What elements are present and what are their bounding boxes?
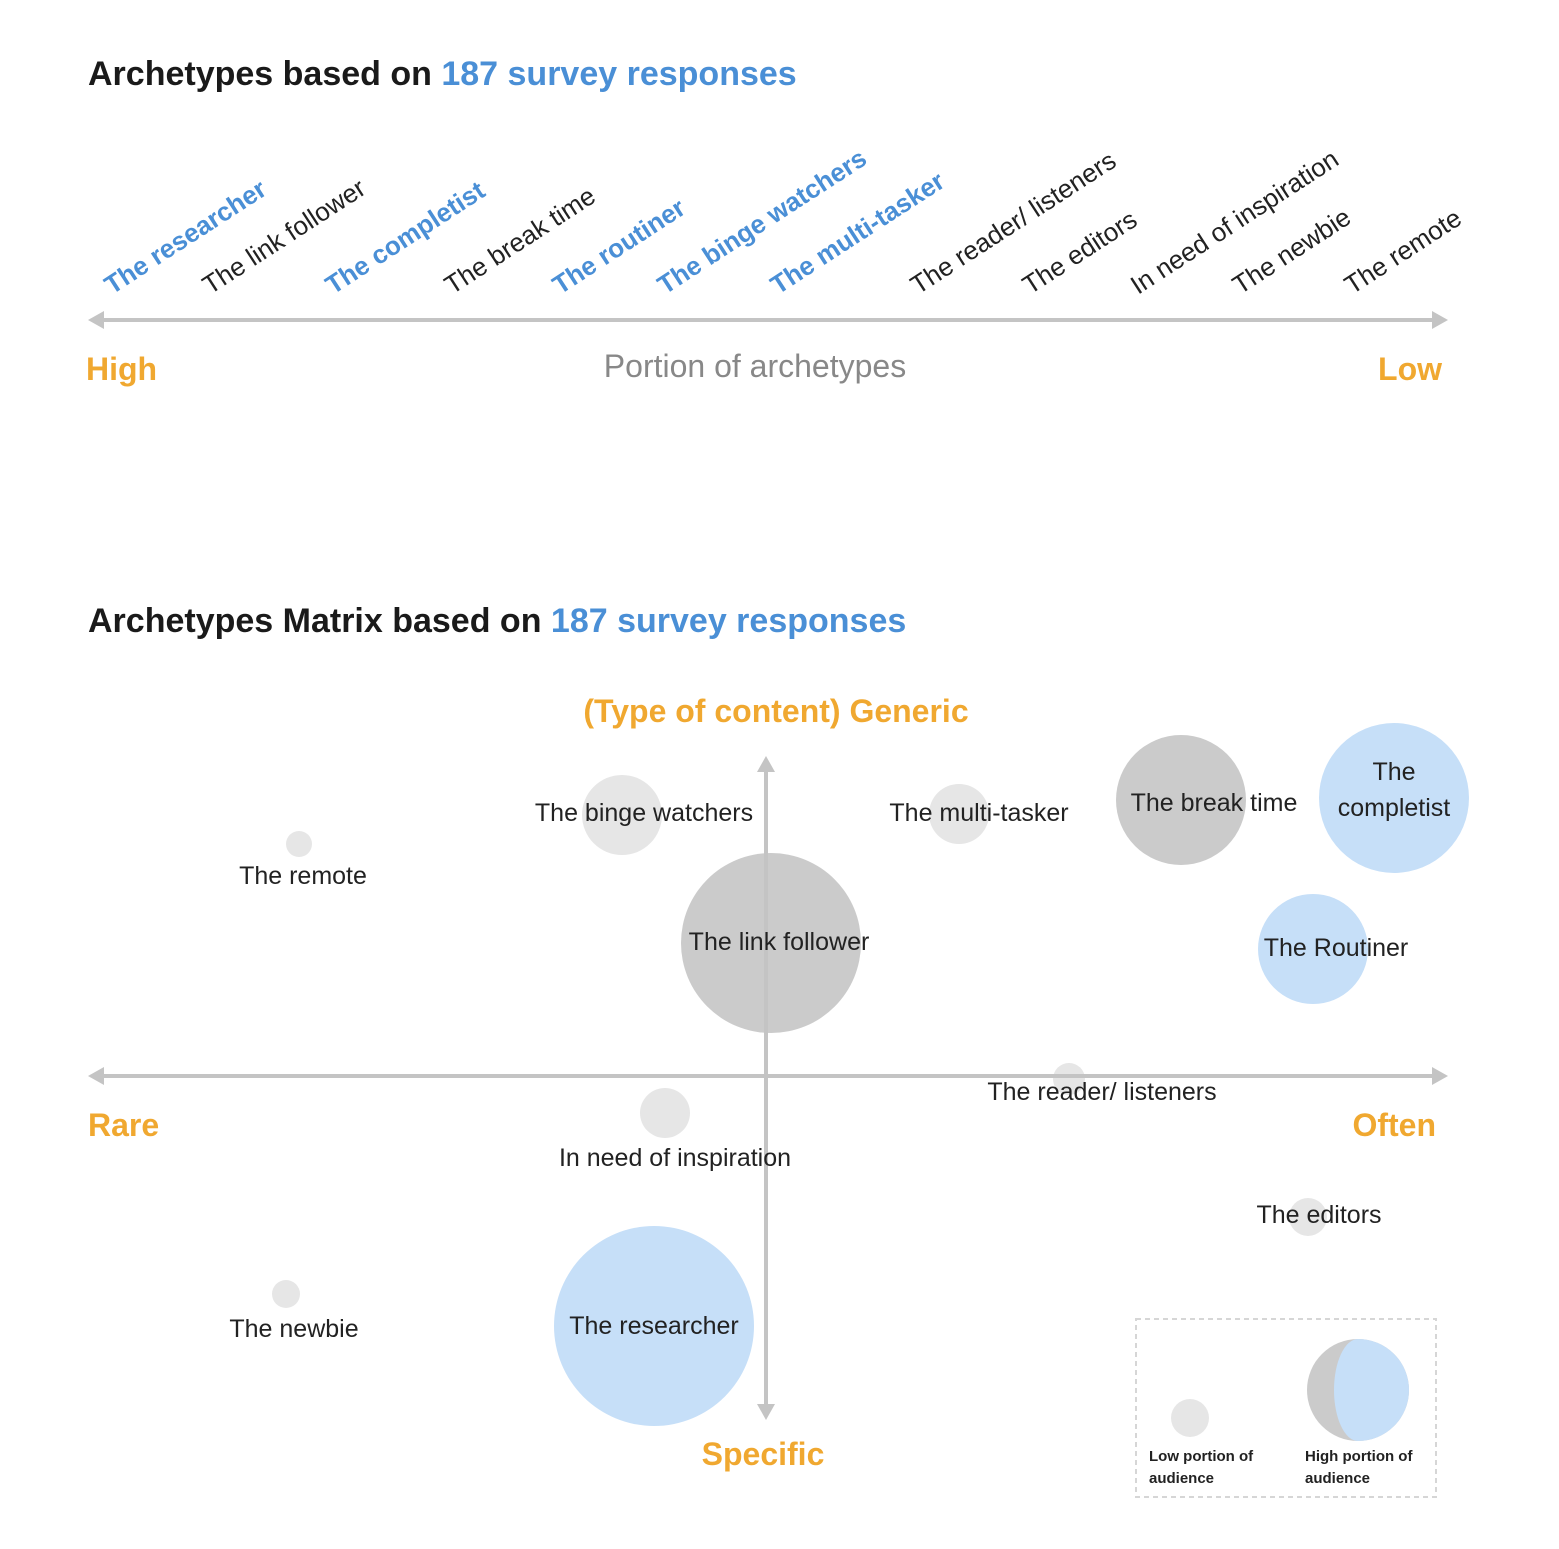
rank-label-the-binge-watchers: The binge watchers xyxy=(652,143,872,300)
bubble-label-the-multi-tasker: The multi-tasker xyxy=(889,799,1068,827)
legend-low-label-2: audience xyxy=(1149,1470,1214,1487)
bubble-the-completist xyxy=(1319,723,1469,873)
bubble-the-multi-tasker xyxy=(929,784,989,844)
bubble-the-link-follower xyxy=(681,853,861,1033)
legend-high-label-1: High portion of xyxy=(1305,1448,1413,1465)
legend-low-label-1: Low portion of xyxy=(1149,1448,1254,1465)
matrix-axis-specific: Specific xyxy=(702,1436,825,1472)
rank-label-the-reader-listeners: The reader/ listeners xyxy=(905,145,1121,300)
bubble-the-break-time xyxy=(1116,735,1246,865)
bubble-label-the-routiner: The Routiner xyxy=(1264,934,1409,962)
bubble-label-the-reader-listeners: The reader/ listeners xyxy=(987,1078,1216,1106)
legend-low-bubble xyxy=(1171,1399,1209,1437)
ranking-axis-high: High xyxy=(86,351,157,387)
bubble-the-binge-watchers xyxy=(582,775,662,855)
legend-high-label-2: audience xyxy=(1305,1470,1370,1487)
bubble-the-editors xyxy=(1289,1198,1327,1236)
legend-box xyxy=(1135,1318,1437,1498)
bubble-label-the-editors: The editors xyxy=(1256,1201,1381,1229)
legend-high-bubble-blue xyxy=(1334,1339,1409,1441)
ranking-axis xyxy=(88,311,1448,329)
bubble-the-routiner xyxy=(1258,894,1368,1004)
legend: Low portion of audience High portion of … xyxy=(1135,1318,1437,1498)
bubble-label-the-break-time: The break time xyxy=(1131,789,1298,817)
ranking-title: Archetypes based on 187 survey responses xyxy=(88,55,797,94)
matrix-bubbles xyxy=(272,723,1469,1426)
bubble-the-reader-listeners xyxy=(1053,1063,1085,1095)
matrix-axis-often: Often xyxy=(1352,1107,1436,1143)
bubble-the-researcher xyxy=(554,1226,754,1426)
bubble-label-the-completist: The completist xyxy=(1338,758,1451,822)
matrix-bubble-labels: The remote The binge watchers The multi-ta… xyxy=(229,758,1450,1343)
bubble-label-the-binge-watchers: The binge watchers xyxy=(535,799,753,827)
bubble-the-remote xyxy=(286,831,312,857)
bubble-label-the-newbie: The newbie xyxy=(229,1315,358,1343)
rank-label-the-researcher: The researcher xyxy=(99,173,272,300)
ranking-title-prefix: Archetypes based on xyxy=(88,55,442,93)
bubble-label-the-researcher: The researcher xyxy=(569,1312,739,1340)
bubble-in-need-of-inspiration xyxy=(640,1088,690,1138)
rank-label-the-remote: The remote xyxy=(1339,202,1467,300)
bubble-the-newbie xyxy=(272,1280,300,1308)
ranking-title-highlight: 187 survey responses xyxy=(441,55,797,93)
bubble-label-the-remote: The remote xyxy=(239,862,367,890)
ranking-axis-center: Portion of archetypes xyxy=(604,348,906,384)
ranking-axis-low: Low xyxy=(1378,351,1442,387)
matrix-title: Archetypes Matrix based on 187 survey re… xyxy=(88,602,906,641)
matrix-axes xyxy=(88,756,1448,1420)
matrix-axis-rare: Rare xyxy=(88,1107,159,1143)
matrix-title-highlight: 187 survey responses xyxy=(550,602,907,640)
matrix-title-prefix: Archetypes Matrix based on xyxy=(88,602,551,640)
bubble-label-the-link-follower: The link follower xyxy=(689,928,870,956)
matrix-axis-generic: (Type of content) Generic xyxy=(583,693,968,729)
bubble-label-in-need-of-inspiration: In need of inspiration xyxy=(559,1144,791,1172)
